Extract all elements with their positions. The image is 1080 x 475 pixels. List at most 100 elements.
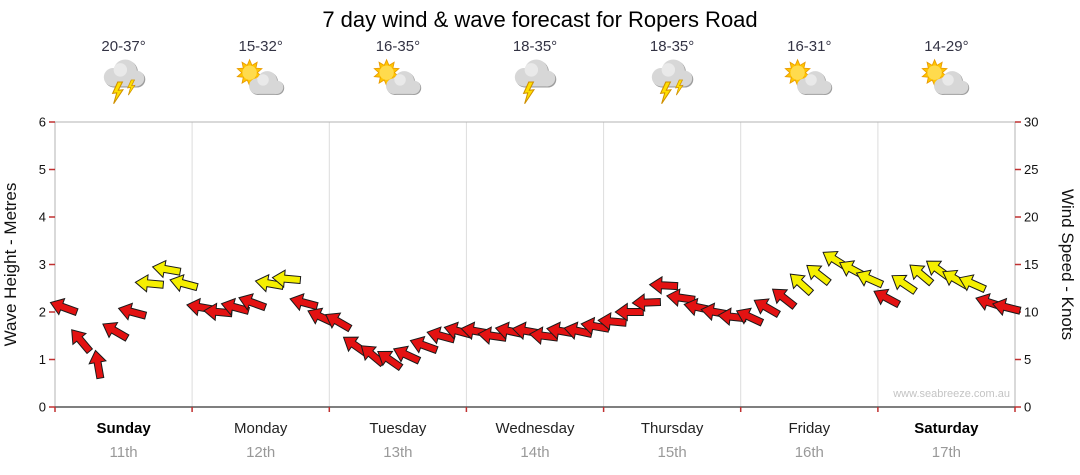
date-label: 16th bbox=[794, 444, 824, 461]
right-axis-title: Wind Speed - Knots bbox=[1058, 189, 1077, 340]
wind-arrow-shape bbox=[49, 297, 79, 317]
day-footer: Friday 16th bbox=[739, 420, 879, 461]
day-label: Monday bbox=[234, 420, 288, 437]
forecast-day-column: 20-37° bbox=[54, 38, 194, 106]
wind-arrow-shape bbox=[271, 269, 302, 289]
wind-arrow-shape bbox=[117, 302, 148, 321]
lightning-icon bbox=[659, 81, 673, 105]
weather-icon-partly-sunny bbox=[235, 58, 284, 95]
wind-arrow bbox=[102, 322, 130, 342]
date-label: 11th bbox=[109, 444, 138, 461]
wind-arrow-shape bbox=[377, 350, 404, 372]
temp-range: 15-32° bbox=[238, 38, 283, 55]
wind-arrow bbox=[771, 288, 798, 310]
wind-arrow-shape bbox=[735, 307, 765, 327]
weather-icon-partly-sunny bbox=[921, 58, 970, 95]
wind-arrow bbox=[271, 269, 302, 289]
wind-arrow-shape bbox=[648, 275, 679, 295]
wind-arrow bbox=[891, 274, 918, 295]
weather-icon-storm bbox=[651, 59, 694, 105]
wind-arrow-shape bbox=[991, 297, 1022, 317]
wind-arrow-shape bbox=[806, 264, 832, 287]
wind-arrow-shape bbox=[771, 288, 798, 310]
day-footer: Wednesday 14th bbox=[465, 420, 605, 461]
cloud-icon bbox=[797, 71, 833, 95]
wind-arrow bbox=[648, 275, 679, 295]
cloud-icon bbox=[248, 71, 284, 95]
weather-icon-storm bbox=[103, 59, 145, 105]
wind-arrow-shape bbox=[891, 274, 918, 295]
day-label: Sunday bbox=[96, 420, 151, 437]
wind-arrow-shape bbox=[789, 273, 815, 297]
wind-arrow bbox=[169, 273, 199, 293]
right-axis-tick-label: 0 bbox=[1024, 400, 1031, 415]
forecast-day-column: 18-35° bbox=[602, 38, 742, 106]
weather-icon-partly-sunny bbox=[373, 58, 422, 95]
day-footer: Tuesday 13th bbox=[328, 420, 468, 461]
wind-arrow bbox=[134, 273, 165, 293]
wind-arrow bbox=[409, 335, 439, 355]
day-footer: Sunday 11th bbox=[54, 420, 194, 461]
date-label: 14th bbox=[520, 444, 550, 461]
left-axis-tick-label: 2 bbox=[39, 305, 46, 320]
forecast-day-column: 15-32° bbox=[191, 38, 331, 106]
cloud-icon bbox=[385, 71, 422, 95]
day-footer: Saturday 17th bbox=[876, 420, 1016, 461]
wind-arrow-shape bbox=[102, 322, 130, 342]
day-footer: Monday 12th bbox=[191, 420, 331, 461]
left-axis-title: Wave Height - Metres bbox=[1, 183, 20, 347]
cloud-icon bbox=[651, 59, 694, 88]
wind-arrow bbox=[631, 293, 662, 313]
wind-arrow bbox=[958, 274, 987, 294]
left-axis-tick-label: 6 bbox=[39, 115, 46, 130]
wind-arrow-shape bbox=[289, 292, 319, 312]
day-label: Thursday bbox=[640, 420, 704, 437]
day-footer: Thursday 15th bbox=[602, 420, 742, 461]
right-axis-tick-label: 10 bbox=[1024, 305, 1038, 320]
wind-arrow-shape bbox=[88, 349, 107, 380]
watermark: www.seabreeze.com.au bbox=[892, 388, 1010, 400]
temp-range: 18-35° bbox=[512, 38, 558, 55]
wind-arrow bbox=[789, 273, 815, 297]
right-axis-tick-label: 30 bbox=[1024, 115, 1038, 130]
left-axis-tick-label: 3 bbox=[39, 257, 46, 272]
forecast-day-column: 18-35° bbox=[465, 38, 605, 106]
wind-arrow bbox=[289, 292, 319, 312]
wind-arrow bbox=[325, 312, 353, 333]
plot-frame bbox=[54, 121, 1016, 408]
forecast-day-column: 14-29° bbox=[876, 38, 1016, 106]
wind-arrow-shape bbox=[169, 273, 199, 293]
wind-arrow-shape bbox=[753, 298, 781, 319]
wind-arrow-shape bbox=[855, 269, 885, 289]
temp-range: 16-31° bbox=[787, 38, 832, 55]
wind-arrow bbox=[909, 264, 935, 287]
right-axis-tick-label: 5 bbox=[1024, 352, 1031, 367]
temp-range: 14-29° bbox=[924, 38, 969, 55]
wind-arrow-shape bbox=[392, 345, 422, 365]
cloud-icon bbox=[934, 71, 970, 95]
forecast-day-column: 16-35° bbox=[328, 38, 468, 106]
temp-range: 16-35° bbox=[375, 38, 421, 55]
lightning-icon bbox=[126, 79, 136, 96]
right-axis-tick-label: 25 bbox=[1024, 162, 1038, 177]
wind-arrow bbox=[991, 297, 1022, 317]
date-label: 15th bbox=[657, 444, 687, 461]
lightning-icon bbox=[675, 79, 684, 96]
wind-arrow bbox=[117, 302, 148, 321]
wind-arrow bbox=[377, 350, 404, 372]
wind-arrow-shape bbox=[325, 312, 353, 333]
wind-arrow bbox=[753, 298, 781, 319]
wind-arrow-shape bbox=[71, 329, 94, 355]
date-label: 13th bbox=[383, 444, 413, 461]
date-label: 17th bbox=[931, 444, 961, 461]
day-label: Saturday bbox=[914, 420, 979, 437]
day-label: Friday bbox=[788, 420, 831, 437]
lightning-icon bbox=[111, 81, 124, 105]
wind-arrow-shape bbox=[909, 264, 935, 287]
forecast-day-column: 16-31° bbox=[739, 38, 879, 106]
wind-arrow bbox=[151, 259, 182, 279]
wind-arrow bbox=[873, 288, 902, 309]
